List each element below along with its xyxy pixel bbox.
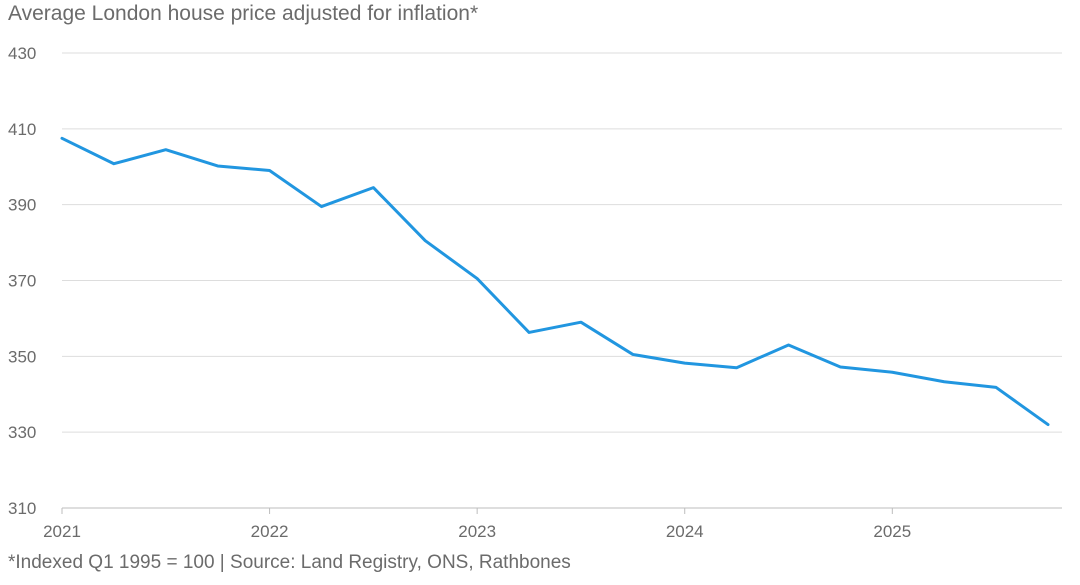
data-point [943,380,946,383]
data-point [476,277,479,280]
x-tick-label-2022: 2022 [251,522,289,541]
series-layer [60,136,1050,427]
y-axis-labels: 310 330 350 370 390 410 430 [8,44,36,518]
data-point [372,186,375,189]
chart-title: Average London house price adjusted for … [8,2,479,25]
data-point [112,162,115,165]
data-point [528,331,531,334]
x-tick-label-2025: 2025 [873,522,911,541]
data-point [320,205,323,208]
data-point [631,353,634,356]
y-tick-label-410: 410 [8,120,36,139]
data-point [839,365,842,368]
data-point [891,371,894,374]
data-point [735,366,738,369]
x-tick-label-2021: 2021 [43,522,81,541]
data-point [164,148,167,151]
y-tick-label-330: 330 [8,423,36,442]
y-tick-label-390: 390 [8,196,36,215]
footnote: *Indexed Q1 1995 = 100 | Source: Land Re… [8,552,571,573]
data-point [268,169,271,172]
data-point [579,321,582,324]
data-point [787,343,790,346]
x-axis: 2021 2022 2023 2024 2025 [43,507,1062,541]
data-point [683,362,686,365]
data-point [995,386,998,389]
x-tick-label-2023: 2023 [458,522,496,541]
data-point [61,137,64,140]
y-tick-label-430: 430 [8,44,36,63]
data-point [1047,423,1050,426]
grid-layer [62,52,1062,433]
y-tick-label-310: 310 [8,499,36,518]
y-tick-label-350: 350 [8,347,36,366]
data-point [216,164,219,167]
y-tick-label-370: 370 [8,272,36,291]
series-line [60,136,1050,427]
data-point [424,239,427,242]
x-tick-label-2024: 2024 [666,522,704,541]
